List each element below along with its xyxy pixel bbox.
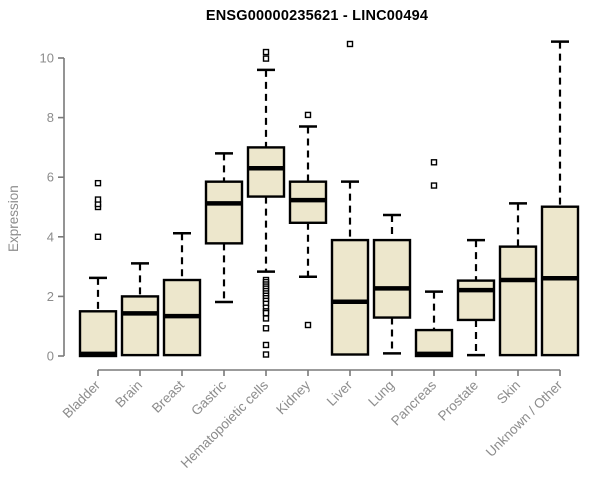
iqr-box — [456, 279, 496, 322]
iqr-box — [372, 238, 412, 319]
box-group — [498, 202, 538, 357]
y-tick-label: 8 — [47, 110, 54, 125]
outlier-point — [262, 325, 270, 332]
iqr-box — [246, 146, 286, 198]
box-group — [456, 238, 496, 357]
iqr-box — [120, 295, 160, 357]
iqr-box — [498, 245, 538, 357]
outlier-point — [304, 111, 312, 119]
outlier-point — [262, 55, 270, 62]
box-group — [162, 231, 202, 357]
box-group — [204, 152, 244, 304]
y-tick-label: 10 — [40, 51, 54, 66]
iqr-box — [78, 310, 118, 358]
iqr-box — [540, 205, 580, 357]
outlier-point — [304, 321, 312, 329]
chart-title: ENSG00000235621 - LINC00494 — [205, 8, 429, 24]
box-group — [120, 262, 160, 357]
y-tick-label: 0 — [47, 349, 54, 364]
outlier-point — [262, 48, 270, 56]
outlier-point — [94, 179, 102, 187]
box-group — [540, 40, 580, 357]
x-tick-label: Skin — [494, 378, 523, 407]
x-tick-label: Bladder — [60, 377, 104, 421]
x-tick-label: Prostate — [435, 378, 481, 424]
x-tick-label: Brain — [112, 378, 145, 411]
outlier-point — [262, 351, 270, 358]
y-axis: 0 2 4 6 8 10 — [40, 51, 65, 364]
y-tick-label: 2 — [47, 289, 54, 304]
iqr-box — [330, 238, 370, 356]
outlier-point — [262, 315, 270, 322]
outlier-point — [94, 196, 102, 203]
outlier-point — [262, 309, 270, 317]
x-tick-label: Lung — [365, 378, 397, 410]
outlier-point — [94, 233, 102, 241]
iqr-box — [204, 180, 244, 245]
outlier-point — [430, 182, 438, 189]
box-group — [288, 111, 328, 329]
x-tick-label: Liver — [324, 377, 356, 409]
box-group — [330, 40, 370, 356]
box-group — [246, 48, 286, 358]
outlier-point — [346, 40, 354, 48]
box-group — [372, 213, 412, 355]
x-tick-label: Gastric — [188, 377, 229, 418]
y-tick-label: 6 — [47, 170, 54, 185]
x-tick-label: Pancreas — [388, 377, 439, 428]
x-tick-label: Breast — [149, 377, 187, 415]
box-group — [414, 159, 454, 358]
outlier-point — [262, 341, 270, 349]
outlier-point — [430, 159, 438, 166]
box-group — [78, 179, 118, 358]
x-tick-label: Unknown / Other — [483, 377, 566, 460]
y-tick-label: 4 — [47, 229, 54, 244]
x-tick-label: Kidney — [273, 377, 313, 417]
